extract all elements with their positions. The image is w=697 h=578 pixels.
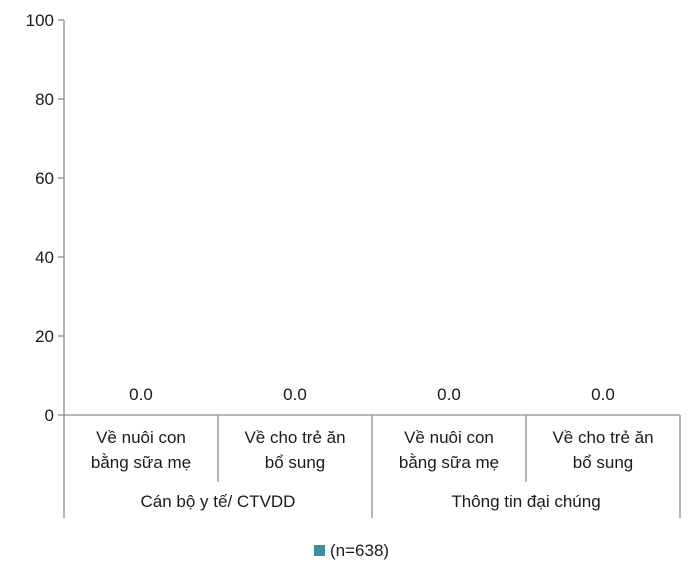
category-label: bằng sữa mẹ bbox=[399, 453, 499, 472]
y-tick-label-100: 100 bbox=[26, 11, 54, 30]
data-label: 0.0 bbox=[129, 385, 153, 404]
y-tick-label-40: 40 bbox=[35, 248, 54, 267]
category-label: Về cho trẻ ăn bbox=[552, 428, 653, 447]
y-tick-label-0: 0 bbox=[45, 406, 54, 425]
group-label: Thông tin đại chúng bbox=[451, 492, 600, 511]
y-tick-label-60: 60 bbox=[35, 169, 54, 188]
legend-label: (n=638) bbox=[330, 541, 389, 560]
category-label: Về cho trẻ ăn bbox=[244, 428, 345, 447]
data-label: 0.0 bbox=[283, 385, 307, 404]
y-tick-label-20: 20 bbox=[35, 327, 54, 346]
category-label: Về nuôi con bbox=[404, 428, 494, 447]
y-tick-label-80: 80 bbox=[35, 90, 54, 109]
category-label: Về nuôi con bbox=[96, 428, 186, 447]
category-label: bổ sung bbox=[265, 453, 326, 472]
group-label: Cán bộ y tế/ CTVDD bbox=[141, 492, 296, 511]
data-label: 0.0 bbox=[591, 385, 615, 404]
category-label: bổ sung bbox=[573, 453, 634, 472]
data-label: 0.0 bbox=[437, 385, 461, 404]
category-label: bằng sữa mẹ bbox=[91, 453, 191, 472]
legend-swatch bbox=[314, 545, 325, 556]
